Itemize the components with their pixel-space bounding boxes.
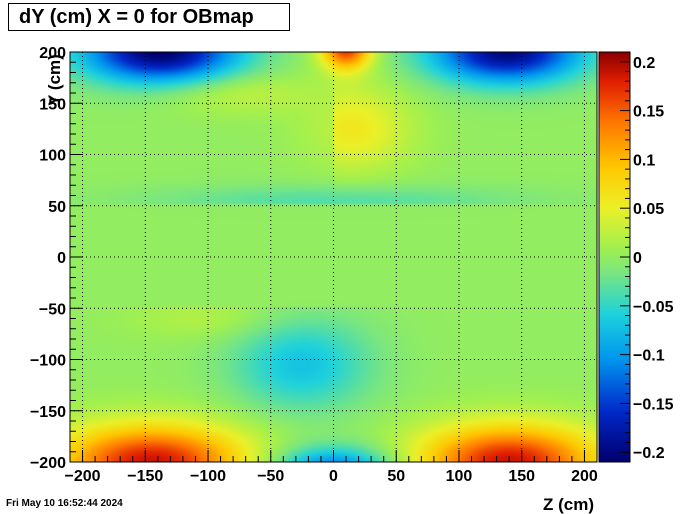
- colorbar: −0.2 −0.15 −0.1 −0.05 0 0.05 0.1 0.15 0.2: [598, 51, 674, 463]
- y-axis-title: Y (cm): [45, 54, 64, 106]
- y-tick-label: −100: [30, 353, 66, 370]
- y-tick-label: 150: [39, 96, 66, 113]
- y-tick-label: 200: [39, 45, 66, 62]
- x-tick-label: −50: [257, 468, 284, 485]
- colorbar-tick-label: −0.2: [633, 445, 665, 462]
- x-tick-label: −100: [190, 468, 226, 485]
- colorbar-tick-label: 0: [633, 250, 642, 267]
- x-axis-title: Z (cm): [543, 495, 594, 514]
- x-tick-label: −200: [65, 468, 101, 485]
- colorbar-tick-label: 0.15: [633, 104, 664, 121]
- chart-title: dY (cm) X = 0 for OBmap: [19, 6, 254, 28]
- grid-lines: [70, 51, 597, 463]
- colorbar-tick-label: 0.1: [633, 152, 655, 169]
- y-tick-label: 50: [48, 199, 66, 216]
- x-tick-label: −150: [127, 468, 163, 485]
- colorbar-tick-label: 0.05: [633, 201, 664, 218]
- y-tick-label: −150: [30, 404, 66, 421]
- chart-title-box: dY (cm) X = 0 for OBmap: [8, 3, 290, 31]
- x-tick-label: 150: [508, 468, 535, 485]
- colorbar-tick-label: 0.2: [633, 55, 655, 72]
- x-tick-label: 0: [329, 468, 338, 485]
- y-tick-label: −200: [30, 455, 66, 472]
- y-tick-label: 0: [57, 250, 66, 267]
- x-tick-label: 200: [571, 468, 598, 485]
- x-tick-label: 100: [446, 468, 473, 485]
- x-axis: −200 −150 −100 −50 0 50 100 150 200: [65, 450, 598, 485]
- y-tick-label: 100: [39, 148, 66, 165]
- footer-timestamp: Fri May 10 16:52:44 2024: [6, 498, 123, 509]
- y-axis: −200 −150 −100 −50 0 50 100 150 200: [30, 45, 82, 472]
- colorbar-tick-label: −0.05: [633, 299, 674, 316]
- colorbar-tick-label: −0.1: [633, 348, 665, 365]
- x-tick-label: 50: [387, 468, 405, 485]
- y-tick-label: −50: [39, 301, 66, 318]
- colorbar-tick-label: −0.15: [633, 396, 674, 413]
